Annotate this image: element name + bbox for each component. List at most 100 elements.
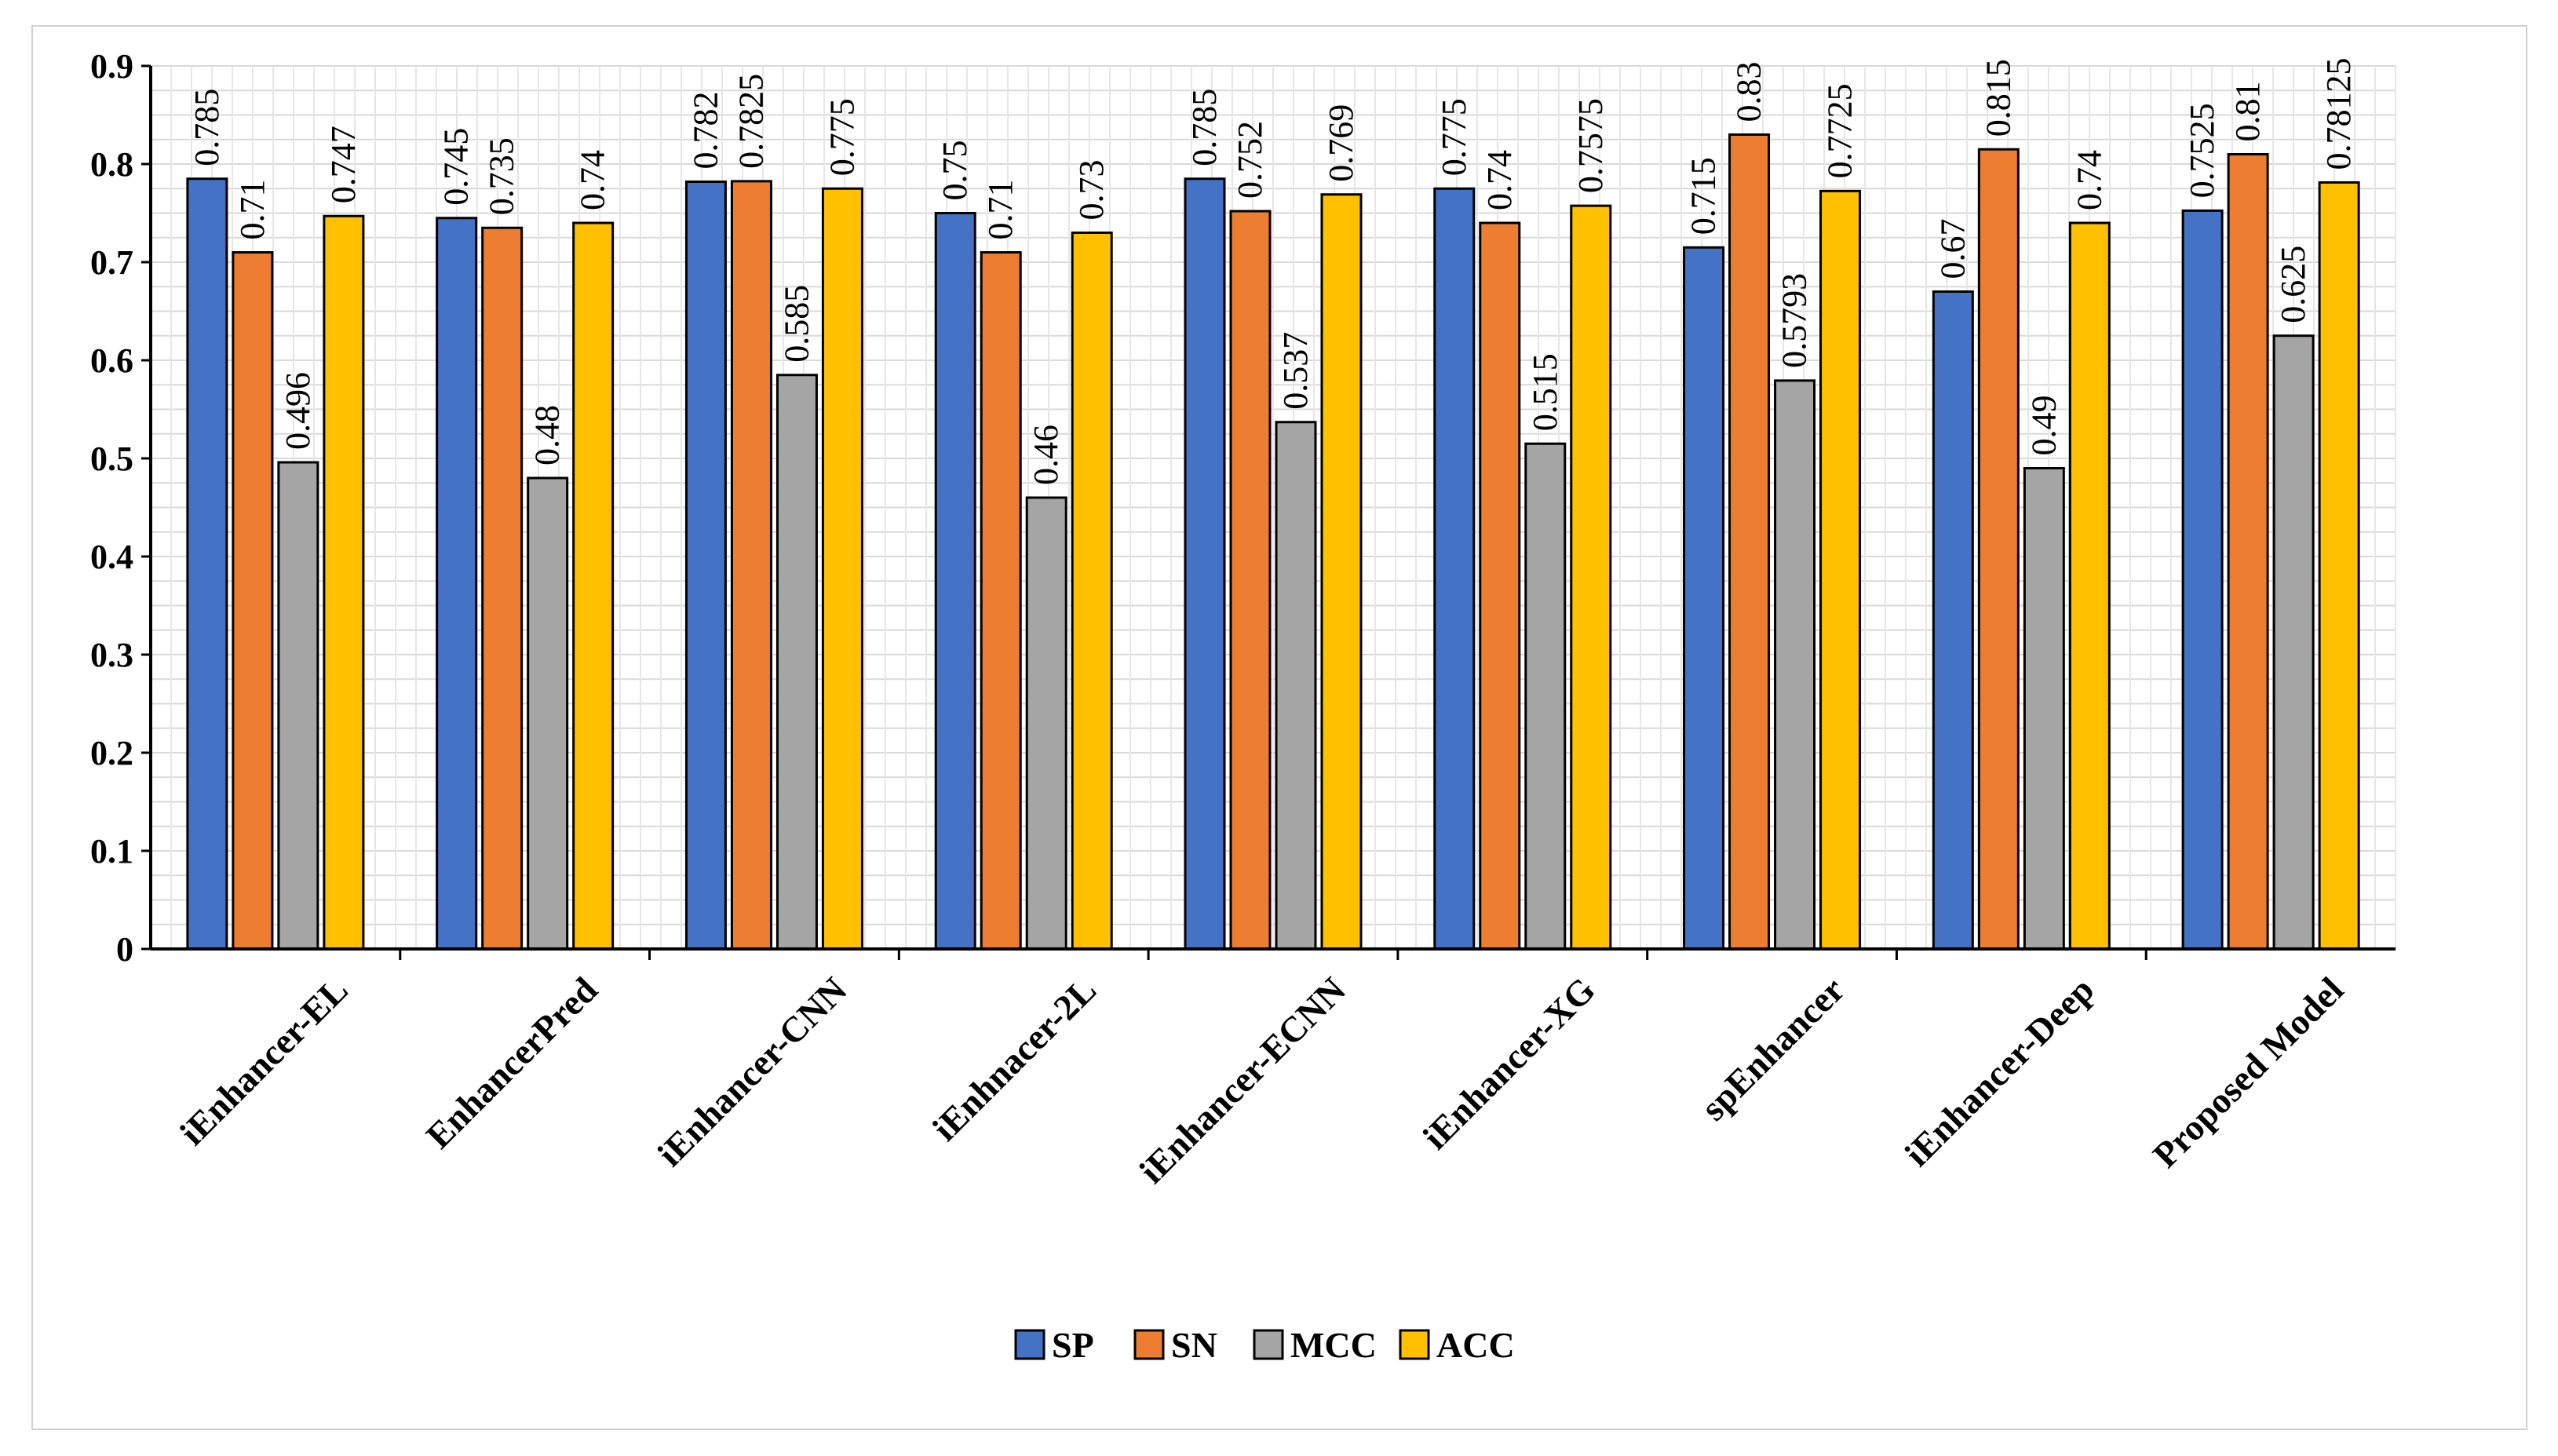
legend-swatch-mcc (1253, 1329, 1284, 1360)
bar-acc (1570, 204, 1612, 951)
bar-sn (1728, 133, 1771, 951)
y-tick-label: 0.3 (90, 636, 133, 674)
bar-mcc (2272, 334, 2315, 951)
data-label-mcc: 0.48 (528, 405, 567, 465)
y-tick-label: 0 (116, 930, 133, 969)
legend: SP SN MCC ACC (1014, 1325, 1515, 1365)
bar-sn (232, 251, 274, 951)
y-tick-label: 0.7 (90, 243, 133, 282)
bars (186, 133, 2360, 951)
data-label-sp: 0.745 (437, 128, 476, 206)
bar-mcc (775, 374, 818, 951)
bar-mcc (277, 461, 319, 951)
y-tick-label: 0.5 (90, 440, 133, 478)
data-label-sp: 0.7525 (2183, 103, 2221, 198)
data-label-acc: 0.775 (823, 98, 861, 176)
bar-mcc (1774, 379, 1816, 951)
data-label-sn: 0.815 (1979, 59, 2017, 137)
x-tick-label: iEnhancer-ECNN (1132, 969, 1353, 1191)
data-label-sn: 0.74 (1480, 150, 1519, 210)
data-label-sn: 0.7825 (732, 74, 770, 169)
data-label-sn: 0.71 (233, 180, 272, 240)
bar-sn (1479, 221, 1521, 951)
data-label-acc: 0.7725 (1821, 83, 1859, 178)
legend-swatch-sp (1014, 1329, 1045, 1360)
data-label-mcc: 0.46 (1027, 425, 1065, 485)
data-label-acc: 0.747 (324, 126, 363, 203)
bar-sn (1229, 210, 1272, 951)
x-tick-label: spEnhancer (1693, 969, 1852, 1128)
data-label-sp: 0.785 (188, 89, 226, 166)
bar-acc (2068, 221, 2111, 951)
bar-mcc (1524, 442, 1567, 951)
data-label-sp: 0.785 (1185, 89, 1224, 166)
y-tick-label: 0.2 (90, 734, 133, 772)
legend-swatch-sn (1133, 1329, 1165, 1360)
legend-swatch-acc (1399, 1329, 1430, 1360)
data-label-acc: 0.769 (1322, 104, 1360, 182)
bar-mcc (1025, 496, 1067, 951)
bar-mcc (527, 476, 569, 951)
data-label-sn: 0.752 (1231, 121, 1269, 199)
data-label-sn: 0.71 (981, 180, 1020, 240)
legend-label-sn: SN (1171, 1325, 1217, 1365)
bar-mcc (2023, 467, 2065, 951)
data-label-acc: 0.74 (2070, 150, 2108, 210)
bar-acc (2318, 181, 2360, 951)
bar-sp (1433, 187, 1476, 951)
bar-acc (1819, 189, 1862, 951)
bar-sp (436, 217, 478, 951)
bar-sn (2227, 153, 2269, 951)
data-label-sn: 0.81 (2228, 82, 2267, 142)
bar-acc (821, 187, 863, 951)
x-tick-label: iEnhancer-XG (1415, 969, 1603, 1157)
bar-acc (1320, 193, 1363, 951)
chart-frame: iEnhancer-EL EnhancerPred iEnhancer-CNN iEn… (31, 25, 2527, 1430)
data-label-acc: 0.78125 (2319, 57, 2358, 170)
data-label-mcc: 0.5793 (1775, 273, 1814, 368)
y-tick-label: 0.9 (90, 47, 133, 86)
data-label-sp: 0.715 (1684, 157, 1723, 235)
data-label-sp: 0.67 (1933, 219, 1972, 279)
bar-sn (980, 251, 1022, 951)
bar-sn (1977, 148, 2020, 951)
data-label-sp: 0.75 (936, 140, 974, 201)
bar-sn (730, 180, 772, 951)
y-tick-label: 0.4 (90, 538, 133, 576)
x-tick-label: iEnhancer-Deep (1897, 969, 2102, 1174)
bar-sp (1184, 177, 1226, 951)
bar-sp (1932, 290, 1974, 951)
bar-sp (684, 181, 727, 951)
y-tick-label: 0.1 (90, 832, 133, 870)
bar-acc (572, 221, 615, 951)
bar-sp (186, 177, 228, 951)
x-tick-label: iEnhancer-EL (172, 969, 356, 1153)
data-label-acc: 0.73 (1072, 160, 1111, 221)
data-label-sn: 0.83 (1730, 62, 1768, 122)
y-tick-label: 0.6 (90, 341, 133, 380)
x-tick-label: EnhancerPred (418, 969, 605, 1156)
legend-label-mcc: MCC (1290, 1325, 1377, 1365)
data-label-sp: 0.775 (1435, 98, 1473, 176)
bar-sn (481, 226, 524, 951)
data-label-mcc: 0.625 (2274, 246, 2312, 323)
data-label-sn: 0.735 (483, 137, 521, 215)
data-label-mcc: 0.537 (1276, 332, 1315, 410)
x-tick-label: iEnhancer-CNN (650, 969, 855, 1174)
data-label-acc: 0.7575 (1571, 98, 1610, 193)
bar-mcc (1275, 421, 1317, 951)
bar-sp (2181, 209, 2224, 951)
data-label-mcc: 0.49 (2024, 396, 2063, 456)
data-label-mcc: 0.585 (777, 285, 816, 363)
x-tick-label: iEnhnacer-2L (925, 969, 1104, 1148)
y-tick-label: 0.8 (90, 145, 133, 184)
bar-acc (1071, 232, 1113, 951)
data-label-mcc: 0.496 (279, 372, 317, 450)
bar-acc (323, 214, 365, 951)
bar-sp (1683, 246, 1725, 951)
data-label-sp: 0.782 (686, 92, 724, 170)
legend-label-sp: SP (1052, 1325, 1094, 1365)
x-tick-label: Proposed Model (2145, 969, 2351, 1175)
data-label-acc: 0.74 (574, 150, 612, 210)
